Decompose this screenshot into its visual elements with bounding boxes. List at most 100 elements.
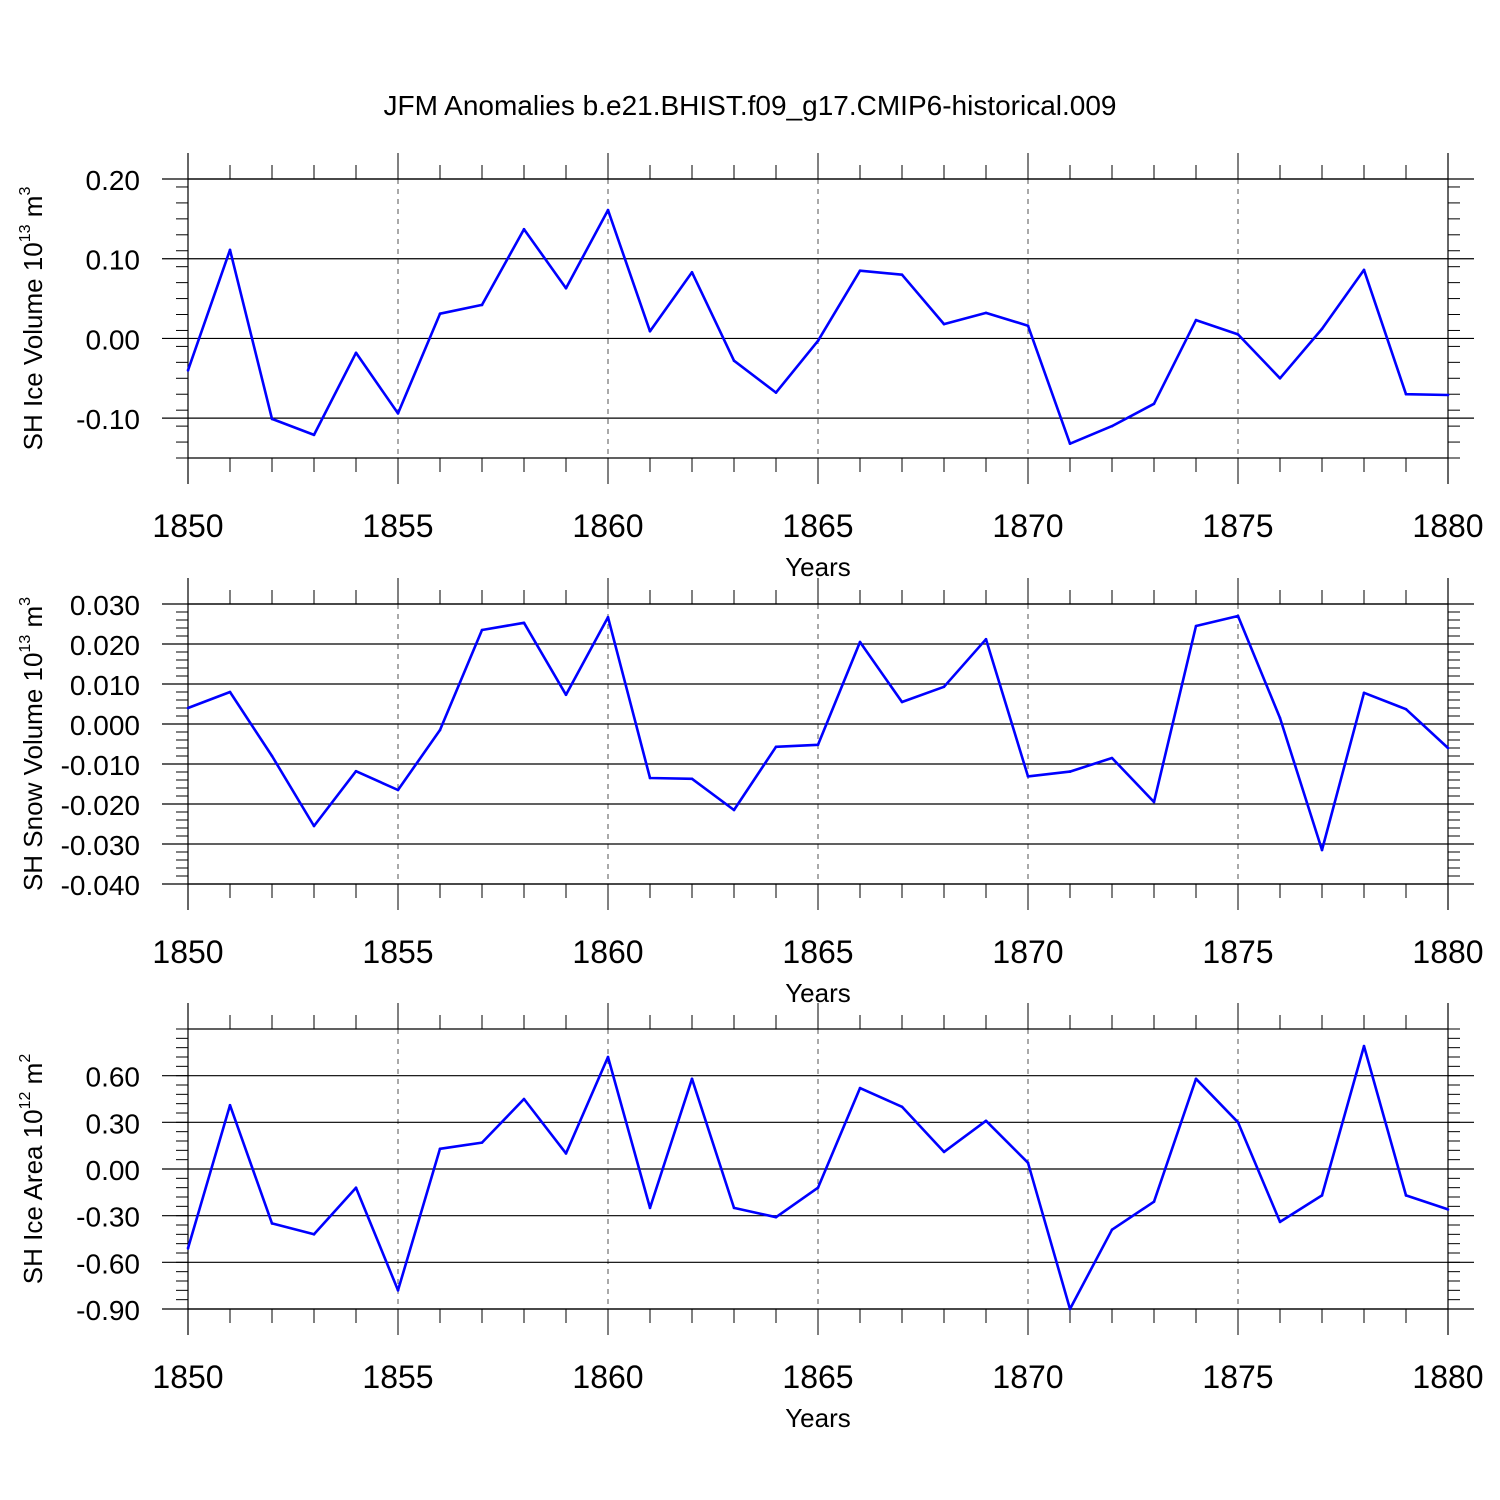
y-tick-label: 0.00 — [86, 1155, 141, 1186]
data-point — [396, 412, 400, 415]
data-point — [1194, 318, 1198, 322]
data-point — [438, 1147, 442, 1151]
x-tick-label: 1865 — [782, 934, 853, 970]
data-point — [1152, 800, 1156, 804]
data-point — [984, 637, 988, 641]
data-point — [1194, 1077, 1198, 1081]
data-point — [438, 728, 442, 732]
data-point — [1320, 848, 1324, 852]
x-tick-label: 1880 — [1412, 508, 1483, 544]
x-tick-label: 1850 — [152, 1359, 223, 1395]
x-tick-label: 1855 — [362, 1359, 433, 1395]
panel-ice-volume: 1850 1855 1860 1865 1870 1875 1880 Years 0.20 0.1… — [17, 153, 1484, 582]
data-point — [1110, 756, 1114, 760]
y-tick-label: 0.00 — [86, 324, 141, 355]
y-axis-label-unit: m — [18, 1063, 48, 1092]
data-point — [1068, 770, 1072, 773]
data-point — [690, 1077, 694, 1081]
data-point — [1404, 1194, 1408, 1197]
data-point — [732, 1206, 736, 1210]
data-point — [564, 286, 568, 290]
data-point — [1236, 1121, 1240, 1124]
data-point — [648, 1206, 652, 1210]
data-point — [396, 1289, 400, 1292]
data-point — [984, 1119, 988, 1123]
data-point — [942, 685, 946, 689]
data-point — [186, 1247, 190, 1250]
y-tick-label: -0.010 — [61, 750, 140, 781]
x-tick-label: 1860 — [572, 934, 643, 970]
data-point — [1110, 1228, 1114, 1231]
y-tick-label: -0.10 — [76, 404, 140, 435]
data-point — [1278, 716, 1282, 720]
data-point — [354, 351, 358, 355]
data-point — [186, 369, 190, 372]
y-axis-label-text: SH Snow Volume 10 — [18, 653, 48, 891]
data-point — [1068, 442, 1072, 445]
data-point — [816, 1186, 820, 1189]
data-point — [438, 312, 442, 316]
panel-snow-volume: 1850 1855 1860 1865 1870 1875 1880Years0.0300.… — [17, 578, 1484, 1008]
data-point — [1236, 614, 1240, 618]
y-tick-label: 0.20 — [86, 165, 141, 196]
y-axis-label-text: SH Ice Area 10 — [18, 1109, 48, 1284]
y-tick-label: 0.30 — [86, 1108, 141, 1139]
data-point — [270, 754, 274, 758]
data-point — [690, 777, 694, 781]
data-point — [312, 433, 316, 437]
x-tick-label: 1870 — [992, 508, 1063, 544]
data-point — [648, 329, 652, 333]
x-tick-label: 1875 — [1202, 508, 1273, 544]
y-tick-label: -0.030 — [61, 830, 140, 861]
data-point — [942, 1150, 946, 1154]
data-point — [396, 788, 400, 792]
data-point — [648, 776, 652, 780]
data-point — [1110, 424, 1114, 428]
data-point — [270, 417, 274, 421]
data-point — [1068, 1307, 1072, 1311]
y-axis-label-unit-exponent: 3 — [17, 597, 34, 606]
data-point — [1404, 707, 1408, 711]
x-tick-label: 1870 — [992, 1359, 1063, 1395]
data-point — [606, 615, 610, 619]
data-point — [1026, 1161, 1030, 1165]
data-point — [1194, 624, 1198, 628]
x-tick-label: 1850 — [152, 934, 223, 970]
y-tick-label: -0.020 — [61, 790, 140, 821]
x-tick-label: 1865 — [782, 508, 853, 544]
data-point — [900, 1105, 904, 1109]
y-axis-label-unit-exponent: 2 — [17, 1054, 34, 1063]
data-point — [480, 1141, 484, 1144]
y-tick-label: -0.60 — [76, 1248, 140, 1279]
x-tick-label: 1880 — [1412, 934, 1483, 970]
data-point — [564, 1152, 568, 1155]
data-point — [1278, 1220, 1282, 1224]
data-point — [1362, 268, 1366, 272]
data-point — [228, 248, 232, 252]
data-point — [480, 628, 484, 632]
y-axis-label-exponent: 13 — [17, 224, 34, 242]
y-axis-label-unit: m — [18, 606, 48, 635]
y-axis-label-exponent: 13 — [17, 635, 34, 653]
x-tick-label: 1870 — [992, 934, 1063, 970]
y-tick-label: 0.10 — [86, 245, 141, 276]
data-point — [1446, 746, 1450, 750]
data-point — [1362, 691, 1366, 695]
data-point — [732, 808, 736, 812]
x-tick-label: 1860 — [572, 508, 643, 544]
data-point — [858, 1086, 862, 1090]
data-point — [522, 1097, 526, 1101]
y-tick-label: -0.30 — [76, 1202, 140, 1233]
data-point — [522, 227, 526, 231]
x-tick-label: 1850 — [152, 508, 223, 544]
data-point — [1152, 402, 1156, 406]
data-point — [900, 700, 904, 704]
series-line-ice-volume — [186, 208, 1449, 446]
data-point — [984, 311, 988, 315]
y-axis-label-unit-exponent: 3 — [17, 187, 34, 196]
data-point — [186, 706, 190, 710]
data-point — [354, 1186, 358, 1189]
y-tick-label: 0.010 — [70, 670, 140, 701]
x-tick-label: 1855 — [362, 508, 433, 544]
